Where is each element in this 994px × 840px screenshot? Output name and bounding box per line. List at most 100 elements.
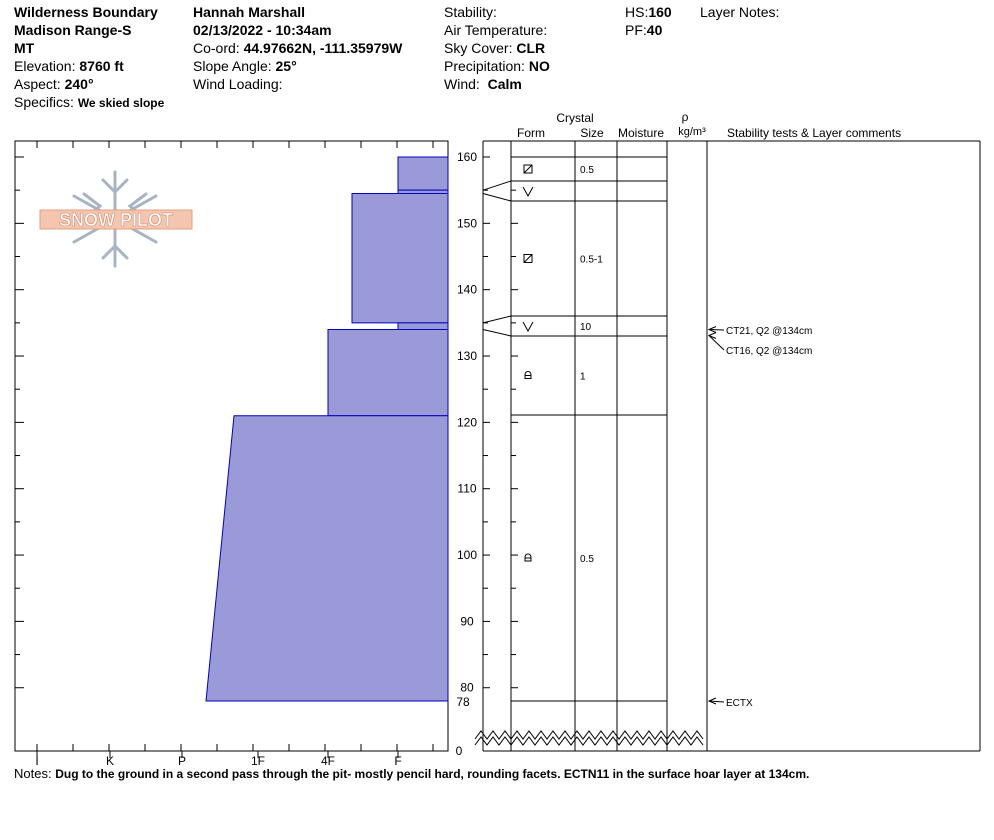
hardness-axis-label: I — [35, 754, 38, 768]
arrow-icon — [707, 326, 717, 333]
slope-value: 25° — [275, 58, 297, 74]
arrow-icon — [707, 332, 717, 339]
depth-label: 100 — [457, 548, 477, 562]
hs-value: 160 — [648, 4, 672, 20]
coord-value: 44.97662N, -111.35979W — [243, 40, 403, 56]
coord-label: Co-ord: — [193, 40, 240, 56]
hs-pf-block: HS:160 PF:40 — [625, 3, 672, 39]
stability-tests: CT21, Q2 @134cm CT16, Q2 @134cm ECTX — [707, 326, 812, 709]
depth-label: 120 — [457, 415, 477, 429]
rho-header: ρ — [682, 110, 689, 124]
depth-label: 150 — [457, 216, 477, 230]
rounding-facets-icon — [524, 371, 532, 379]
precip-label: Precipitation: — [444, 58, 525, 74]
size-header: Size — [580, 126, 604, 140]
specifics-value: We skied slope — [77, 96, 165, 110]
elevation-label: Elevation: — [14, 58, 76, 74]
decomposing-icon — [523, 164, 533, 174]
stability-test-label: ECTX — [726, 698, 753, 709]
layer-size: 1 — [580, 372, 586, 383]
depth-label: 140 — [457, 283, 477, 297]
stability-comments-header: Stability tests & Layer comments — [727, 126, 901, 140]
depth-axis: 80 90 100 110 120 130 140 150 160 78 0 — [456, 150, 518, 758]
layer-size: 10 — [580, 322, 592, 333]
layer-connector — [482, 315, 512, 324]
wind-loading-label: Wind Loading: — [193, 76, 283, 92]
form-header: Form — [517, 126, 545, 140]
hardness-axis-label: F — [394, 754, 401, 768]
layer-size: 0.5-1 — [580, 255, 603, 266]
pf-value: 40 — [646, 22, 663, 38]
observation-datetime: 02/13/2022 - 10:34am — [193, 22, 332, 38]
depth-label: 90 — [460, 614, 474, 628]
logo-text: SNOW PILOT — [59, 210, 173, 230]
air-temp-label: Air Temperature: — [444, 22, 548, 38]
location-name: Wilderness Boundary — [14, 4, 158, 20]
sky-value: CLR — [516, 40, 546, 56]
notes-label: Notes: — [14, 766, 52, 781]
pf-label: PF: — [625, 22, 647, 38]
hardness-bar — [397, 322, 449, 330]
zigzag-line — [474, 736, 704, 746]
elevation-value: 8760 ft — [79, 58, 124, 74]
range-name: Madison Range-S — [14, 22, 132, 38]
arrow-icon — [707, 697, 717, 705]
depth-label: 110 — [457, 482, 476, 496]
hardness-bar — [397, 156, 449, 191]
stability-label: Stability: — [444, 4, 497, 20]
specifics-label: Specifics: — [14, 94, 74, 110]
hardness-axis-label: 1F — [251, 754, 265, 768]
location-block: Wilderness Boundary Madison Range-S MT E… — [14, 3, 164, 112]
layer-size: 0.5 — [580, 165, 594, 176]
notes: Notes: Dug to the ground in a second pas… — [14, 766, 809, 781]
depth-label: 160 — [457, 150, 477, 164]
snowpilot-logo: SNOW PILOT — [39, 170, 193, 268]
hs-label: HS: — [625, 4, 649, 20]
hardness-bar — [351, 192, 449, 324]
layer-table — [482, 140, 981, 752]
sky-label: Sky Cover: — [444, 40, 513, 56]
layer-rows: 0.5 0.5-1 10 1 0.5 — [482, 156, 667, 702]
notes-value: Dug to the ground in a second pass throu… — [55, 767, 810, 781]
hardness-frame-ticks — [15, 141, 434, 751]
stability-leader — [708, 335, 725, 351]
wind-value: Calm — [487, 76, 522, 92]
layer-size: 0.5 — [580, 554, 594, 565]
layer-connector — [482, 180, 512, 191]
hardness-bar — [205, 415, 449, 702]
density-unit-header: kg/m³ — [678, 126, 706, 138]
depth-label: 78 — [456, 695, 470, 709]
stability-leader — [708, 328, 725, 331]
zigzag-line — [474, 730, 704, 740]
precip-value: NO — [528, 58, 550, 74]
surface-hoar-icon — [522, 186, 534, 198]
depth-label: 80 — [460, 681, 474, 695]
depth-label: 130 — [457, 349, 477, 363]
wind-label: Wind: — [444, 76, 480, 92]
conditions-block: Stability: Air Temperature: Sky Cover: C… — [444, 3, 550, 93]
stability-leader — [708, 700, 725, 703]
hardness-bar — [327, 328, 449, 417]
aspect-label: Aspect: — [14, 76, 61, 92]
decomposing-icon — [523, 254, 533, 263]
hardness-axis: I K P 1F 4F F — [35, 751, 402, 768]
layer-connector — [482, 329, 512, 337]
layer-connector — [482, 193, 512, 202]
observer-block: Hannah Marshall 02/13/2022 - 10:34am Co-… — [193, 3, 402, 93]
crystal-header: Crystal — [556, 111, 593, 125]
hardness-profile — [205, 156, 449, 702]
hardness-axis-label: K — [106, 754, 114, 768]
depth-label: 0 — [456, 744, 463, 758]
stability-test-label: CT21, Q2 @134cm — [726, 326, 812, 337]
hardness-axis-label: 4F — [321, 754, 335, 768]
layer-notes-label: Layer Notes: — [700, 4, 780, 20]
surface-hoar-icon — [522, 321, 534, 333]
hardness-axis-label: P — [178, 754, 186, 768]
rounding-facets-icon — [524, 553, 532, 562]
aspect-value: 240° — [64, 76, 94, 92]
observer-name: Hannah Marshall — [193, 4, 306, 20]
stability-test-label: CT16, Q2 @134cm — [726, 346, 812, 357]
collapsed-depth-break — [474, 730, 704, 746]
state-name: MT — [14, 40, 35, 56]
